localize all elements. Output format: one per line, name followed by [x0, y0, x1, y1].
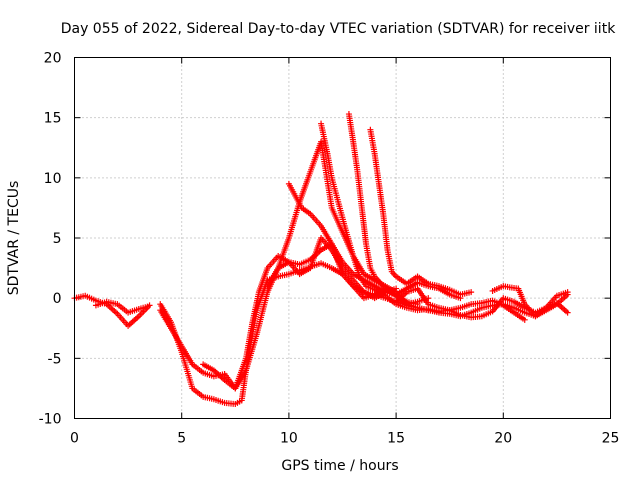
series-track-i	[345, 111, 421, 308]
y-tick-label: 20	[44, 51, 62, 67]
series-track-h	[318, 120, 528, 323]
data-point	[564, 309, 571, 316]
y-axis-title: SDTVAR / TECUs	[6, 181, 22, 296]
y-tick-label: 10	[44, 171, 62, 187]
data-point	[521, 316, 528, 323]
series-track-b	[92, 298, 151, 316]
series-track-k	[393, 285, 571, 321]
x-tick-label: 15	[387, 431, 405, 447]
series-track-e	[200, 235, 400, 392]
data-point	[144, 303, 151, 310]
data-points	[71, 111, 571, 408]
x-tick-label: 20	[494, 431, 512, 447]
y-tick-label: 15	[44, 111, 62, 127]
series-track-d	[157, 241, 571, 392]
series-track-l	[489, 283, 571, 320]
data-point	[564, 289, 571, 296]
y-tick-label: 0	[53, 291, 62, 307]
x-tick-label: 10	[280, 431, 298, 447]
series-track-j	[367, 126, 475, 298]
y-tick-label: -5	[48, 351, 62, 367]
plot-frame	[74, 57, 611, 419]
series-track-c	[157, 260, 442, 408]
x-tick-label: 5	[177, 431, 186, 447]
x-axis-title: GPS time / hours	[281, 458, 398, 474]
y-tick-label: -10	[39, 412, 62, 428]
y-tick-label: 5	[53, 231, 62, 247]
chart-title: Day 055 of 2022, Sidereal Day-to-day VTE…	[61, 21, 616, 37]
data-point	[468, 289, 475, 296]
x-tick-label: 25	[602, 431, 620, 447]
data-point	[414, 301, 421, 308]
x-tick-label: 0	[70, 431, 79, 447]
